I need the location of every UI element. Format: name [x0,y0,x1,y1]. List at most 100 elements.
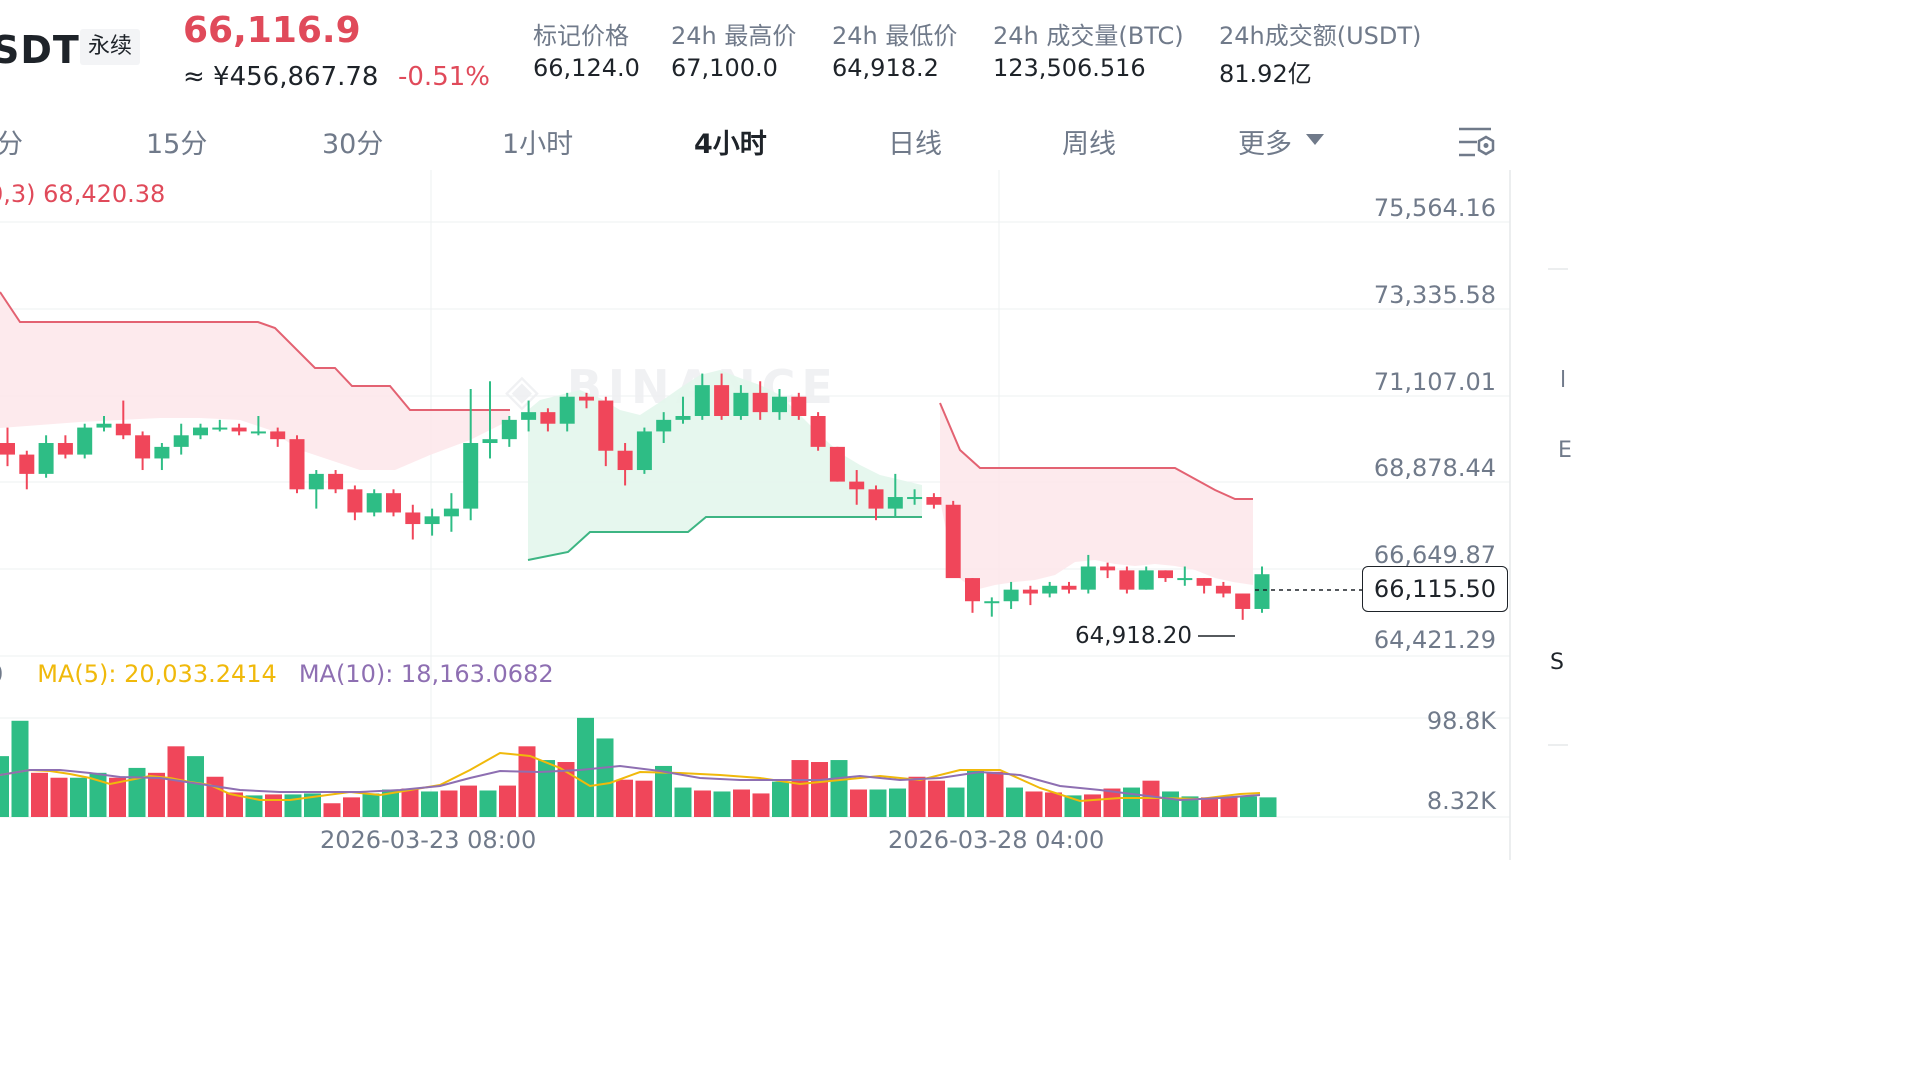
candle-body [1022,589,1038,594]
candle-body [772,396,787,413]
volume-bar [986,771,1004,817]
candle-body [289,439,305,490]
volume-bar [967,770,984,817]
candle-body [829,446,845,482]
candle-body [675,416,691,420]
candle-body [501,419,517,440]
candle-body [443,508,459,517]
low-price-marker: 64,918.20 [1075,623,1193,649]
candle-body [38,443,54,474]
candle-body [965,578,980,602]
candle-body [714,385,730,417]
tab-interval-15m[interactable]: 15分 [146,129,208,160]
candle-body [77,427,93,455]
volume-bar [343,797,360,817]
candle-body [540,412,556,424]
volume-ma10-value: MA(10): 18,163.0682 [298,660,554,688]
supertrend-green-zone [528,370,922,560]
volume-bar [674,787,692,817]
volume-bar [557,762,575,817]
candle-body [1254,574,1270,609]
volume-bar [1025,791,1043,817]
volume-bar [460,785,477,817]
candle-body [270,431,286,440]
candle-body [328,473,344,490]
volume-bar [1162,791,1179,817]
candle-body [308,473,324,490]
candle-body [231,427,247,432]
volume-bar [1201,797,1218,817]
tab-interval-4h[interactable]: 4小时 [694,129,767,160]
low-24h-label: 24h 最低价 [832,22,958,50]
volume-bar [655,765,672,817]
candle-body [366,493,382,513]
tab-interval-1h[interactable]: 1小时 [502,129,574,160]
volume-tick: 8.32K [1427,787,1497,815]
candle-body [1215,585,1231,594]
volume-bar [850,789,867,817]
volume-btc-value: 123,506.516 [993,54,1146,82]
current-price-tag: 66,115.50 [1362,566,1508,612]
candle-body [482,439,498,444]
volume-bar [791,760,809,817]
volume-bar [1259,797,1277,817]
volume-bar [1045,792,1062,817]
chart-settings-icon[interactable] [1457,124,1497,162]
price-tick: 64,421.29 [1374,626,1496,654]
supertrend-red-line-2 [939,402,1253,500]
candle-body [115,423,131,436]
volume-bar [499,785,516,817]
volume-bar [928,780,945,817]
candle-body [1080,566,1096,590]
candle-body [1100,566,1116,571]
last-price: 66,116.9 [183,10,361,51]
volume-bar [31,772,48,817]
volume-bar [0,756,9,817]
price-tick: 73,335.58 [1374,281,1496,309]
tab-interval-day[interactable]: 日线 [888,129,942,160]
volume-bar [772,781,789,817]
candlestick-chart[interactable]: 75,564.16 73,335.58 71,107.01 68,878.44 … [0,170,1568,880]
candle-body [1235,593,1251,609]
volume-legend-prefix: 0 [0,660,3,688]
tab-interval-30m[interactable]: 30分 [322,129,384,160]
volume-bar [908,776,926,817]
candle-body [636,431,652,471]
candle-body [656,419,672,432]
volume-tick: 98.8K [1427,707,1497,735]
tab-interval-min[interactable]: 分 [0,129,23,160]
candle-body [1042,585,1058,594]
volume-bar [226,792,243,817]
candle-body [173,435,189,447]
volume-ma10-line [0,764,1261,802]
volume-ma5-value: MA(5): 20,033.2414 [37,660,277,688]
volume-bar [1123,787,1140,817]
volume-bar [635,780,653,817]
symbol-title[interactable]: SDT [0,28,80,72]
right-panel-text: l [1560,368,1567,393]
volume-bar [596,738,614,817]
candle-body [250,431,266,434]
volume-bar [479,790,497,817]
chevron-down-icon[interactable] [1306,134,1324,145]
volume-bar [1220,796,1238,817]
candle-body [1196,578,1212,586]
tab-interval-week[interactable]: 周线 [1062,129,1116,160]
candle-body [405,512,421,525]
right-panel-text: S [1550,650,1564,675]
volume-bar [1084,794,1101,817]
mark-price-value: 66,124.0 [533,54,640,82]
volume-bar [187,756,204,817]
price-tick: 66,649.87 [1374,541,1496,569]
volume-bar [616,779,633,817]
candle-body [0,443,15,455]
right-panel-text: E [1558,438,1572,463]
candle-body [926,497,942,505]
tab-more[interactable]: 更多 [1238,129,1292,160]
candles-layer [0,373,1270,620]
volume-bar [401,788,419,817]
cny-price: ≈ ¥456,867.78 [183,62,379,92]
candle-body [752,392,768,413]
turnover-usdt-label: 24h成交额(USDT) [1219,22,1422,50]
candle-body [347,489,363,513]
